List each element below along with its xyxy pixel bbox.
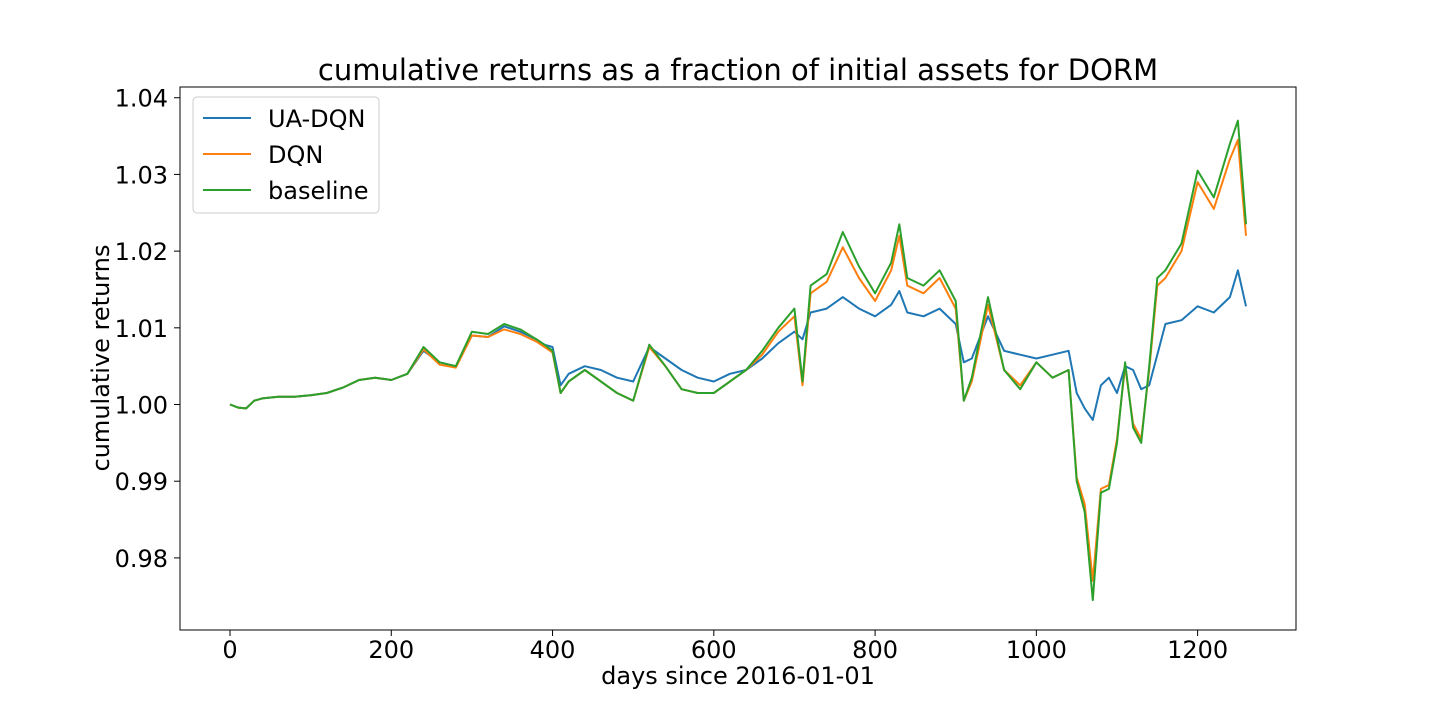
series-line-baseline [229, 119, 1247, 602]
chart-title: cumulative returns as a fraction of init… [318, 53, 1158, 87]
x-tick-label: 0 [222, 636, 237, 664]
x-axis-label: days since 2016-01-01 [601, 662, 875, 690]
y-tick-label: 1.03 [115, 161, 168, 189]
x-tick-label: 800 [852, 636, 898, 664]
x-tick-label: 1200 [1167, 636, 1228, 664]
series-line-ua-dqn [229, 269, 1247, 421]
x-tick-label: 1000 [1006, 636, 1067, 664]
x-tick-label: 400 [530, 636, 576, 664]
x-axis: 0 200 400 600 800 1000 1200 [222, 630, 1228, 664]
legend-label: baseline [268, 177, 369, 205]
y-tick-label: 0.99 [115, 468, 168, 496]
y-axis: 0.98 0.99 1.00 1.01 1.02 1.03 1.04 [115, 85, 180, 573]
legend-label: DQN [268, 141, 323, 169]
series-line-dqn [229, 138, 1247, 582]
y-tick-label: 0.98 [115, 545, 168, 573]
legend-label: UA-DQN [268, 105, 365, 133]
legend-box [192, 96, 380, 214]
legend: UA-DQN DQN baseline [192, 96, 380, 214]
plot-area [229, 119, 1247, 602]
x-tick-label: 200 [368, 636, 414, 664]
y-tick-label: 1.00 [115, 392, 168, 420]
x-tick-label: 600 [691, 636, 737, 664]
y-tick-label: 1.01 [115, 315, 168, 343]
axes-frame [179, 86, 1297, 631]
y-axis-label: cumulative returns [87, 245, 115, 472]
y-tick-label: 1.02 [115, 238, 168, 266]
y-tick-label: 1.04 [115, 85, 168, 113]
